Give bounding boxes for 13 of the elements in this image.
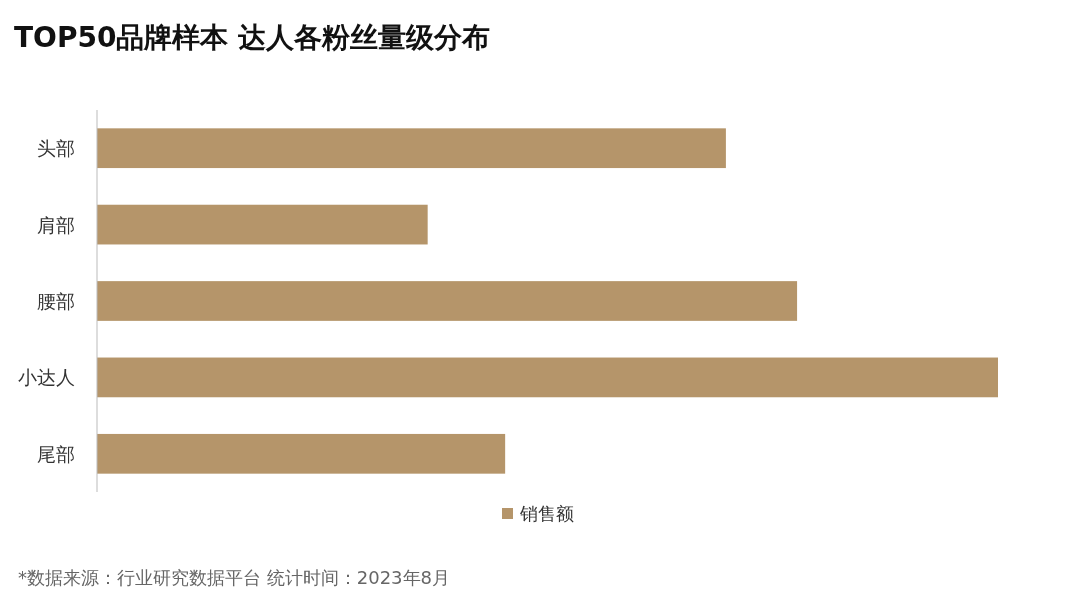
- y-tick-label: 小达人: [18, 366, 75, 389]
- y-tick-label: 肩部: [37, 213, 75, 236]
- bar: [97, 281, 798, 321]
- bar: [97, 357, 998, 398]
- chart-title: TOP50品牌样本 达人各粉丝量级分布: [14, 21, 491, 54]
- text: *数据来源：行业研究数据平台 统计时间：2023年8月: [18, 567, 450, 588]
- y-tick-label: 头部: [37, 137, 75, 160]
- bar: [97, 128, 726, 169]
- y-tick-label: 尾部: [37, 442, 75, 465]
- bar: [97, 433, 506, 474]
- bar: [97, 204, 428, 245]
- y-tick-label: 腰部: [37, 290, 75, 312]
- legend-label: 销售额: [519, 503, 574, 524]
